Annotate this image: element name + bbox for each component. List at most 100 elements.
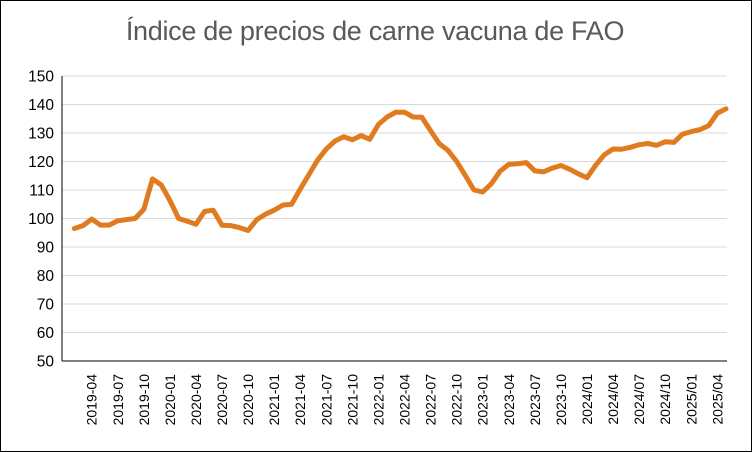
x-tick-label: 2024/04 — [605, 374, 621, 425]
data-point: 2024/07: 125.9 — [637, 143, 641, 147]
data-point: 2024/08: 126.3 — [646, 142, 650, 146]
axes — [61, 76, 727, 362]
data-point: 2022-04: 137.3 — [403, 110, 407, 114]
data-point: 2023-07: 116.7 — [533, 169, 537, 173]
data-point: 2019-09: 100 — [133, 217, 137, 220]
x-tick-label: 2022-10 — [449, 374, 465, 426]
data-point: 2021-03: 105 — [290, 202, 294, 206]
data-point: 2021-12: 127.8 — [368, 137, 372, 141]
data-point: 2022-07: 130.8 — [429, 129, 433, 133]
data-point: 2019-07: 99.2 — [116, 219, 120, 223]
series-layer: 2019-02: 96.5 2019-03: 97.5 2019-04: 99.8 2… — [71, 106, 729, 233]
data-point: 2022-02: 135.6 — [385, 115, 389, 119]
data-point: 2022-10: 120 — [455, 160, 459, 163]
data-point: 2020-03: 99 — [185, 219, 189, 223]
data-point: 2024/04: 124.4 — [611, 147, 615, 151]
x-tick-label: 2025/01 — [683, 374, 699, 425]
data-point: 2021-10: 127.6 — [350, 138, 354, 142]
data-point: 2024/12: 129.6 — [681, 132, 685, 136]
data-point: 2022-09: 123.9 — [446, 148, 450, 152]
data-point: 2023-06: 119.6 — [524, 161, 528, 165]
x-tick-label: 2019-10 — [136, 374, 152, 426]
series-line — [71, 106, 729, 233]
x-tick-label: 2022-04 — [397, 374, 413, 426]
x-tick-label: 2025/04 — [709, 374, 725, 425]
data-point: 2020-11: 99.6 — [255, 218, 259, 222]
data-point: 2019-02: 96.5 — [72, 226, 76, 230]
x-tick-label: 2022-01 — [370, 374, 386, 426]
x-tick-label: 2020-04 — [188, 374, 204, 426]
x-tick-label: 2021-07 — [318, 374, 334, 426]
data-point: 2022-11: 115.1 — [463, 173, 467, 177]
data-point: 2019-06: 97.7 — [107, 223, 111, 227]
y-tick-label: 110 — [29, 183, 54, 200]
data-point: 2025/01: 130.5 — [689, 130, 693, 134]
data-point: 2020-02: 100 — [177, 217, 181, 220]
data-point: 2023-04: 119 — [507, 162, 511, 166]
x-tick-label: 2024/07 — [631, 374, 647, 425]
data-point: 2025/02: 131.2 — [698, 128, 702, 132]
data-point: 2024/06: 125 — [628, 145, 632, 149]
y-tick-labels: 50 60 70 80 90 100 110 120 130 140 150 — [28, 69, 54, 371]
data-point: 2021-04: 110.3 — [298, 187, 302, 191]
grid-lines — [62, 75, 727, 333]
data-point: 2020-08: 97.5 — [229, 224, 233, 228]
data-point: 2024/11: 126.7 — [672, 140, 676, 144]
data-point: 2021-09: 128.7 — [342, 135, 346, 139]
data-point: 2025/04: 137 — [715, 111, 719, 115]
y-tick-label: 60 — [37, 325, 55, 342]
data-point: 2022-03: 137.3 — [394, 110, 398, 114]
y-tick-label: 100 — [28, 211, 54, 228]
x-tick-label: 2023-01 — [475, 374, 491, 426]
data-point: 2020-01: 106.3 — [168, 199, 172, 203]
x-tick-label: 2022-07 — [423, 374, 439, 426]
x-tick-label: 2019-04 — [84, 374, 100, 426]
x-tick-labels: 2019-04 2019-07 2019-10 2020-01 2020-04 2020-… — [84, 374, 726, 426]
x-tick-label: 2024/10 — [657, 374, 673, 425]
data-point: 2024/01: 114.3 — [585, 176, 589, 180]
y-tick-label: 140 — [28, 97, 54, 114]
data-point: 2019-04: 99.8 — [90, 217, 94, 221]
data-point: 2020-06: 102.9 — [211, 208, 215, 212]
data-point: 2019-10: 103.2 — [142, 207, 146, 211]
x-tick-label: 2021-10 — [344, 374, 360, 426]
data-point: 2023-08: 116.4 — [542, 170, 546, 174]
data-point: 2019-08: 99.6 — [124, 218, 128, 222]
data-point: 2025/03: 132.6 — [707, 124, 711, 128]
data-point: 2021-01: 102.9 — [272, 208, 276, 212]
data-point: 2020-09: 96.8 — [237, 226, 241, 230]
x-tick-label: 2021-04 — [292, 374, 308, 426]
data-point: 2023-11: 117.3 — [568, 167, 572, 171]
y-tick-label: 80 — [37, 268, 55, 285]
data-point: 2022-06: 135.5 — [420, 115, 424, 119]
data-point: 2021-06: 120.5 — [316, 158, 320, 162]
x-tick-label: 2019-07 — [110, 374, 126, 426]
y-tick-label: 70 — [37, 297, 55, 314]
y-tick-label: 120 — [28, 154, 54, 171]
data-point: 2024/10: 126.9 — [663, 140, 667, 144]
data-point: 2024/03: 122.4 — [602, 153, 606, 157]
data-point: 2021-07: 124.4 — [324, 147, 328, 151]
x-tick-label: 2020-10 — [240, 374, 256, 426]
data-point: 2023-02: 112.2 — [489, 182, 493, 186]
y-tick-label: 90 — [37, 240, 55, 257]
data-point: 2022-01: 133 — [376, 122, 380, 126]
data-point: 2025/05: 138.5 — [724, 107, 728, 111]
x-tick-label: 2023-07 — [527, 374, 543, 426]
data-point: 2020-10: 95.8 — [246, 228, 250, 232]
data-point: 2021-08: 127.2 — [333, 139, 337, 143]
data-point: 2024/05: 124.3 — [620, 147, 624, 151]
x-tick-label: 2023-04 — [501, 374, 517, 426]
data-point: 2022-12: 110 — [472, 188, 476, 192]
data-point: 2020-04: 98 — [194, 222, 198, 226]
data-point: 2021-11: 129.1 — [359, 134, 363, 138]
data-point: 2019-05: 97.7 — [98, 223, 102, 227]
data-point: 2021-05: 115.4 — [307, 173, 311, 177]
data-point: 2023-09: 117.7 — [550, 166, 554, 170]
x-tick-label: 2020-01 — [162, 374, 178, 426]
data-point: 2019-03: 97.5 — [81, 224, 85, 228]
data-point: 2019-11: 113.9 — [151, 177, 155, 181]
data-point: 2024/09: 125.7 — [655, 143, 659, 147]
